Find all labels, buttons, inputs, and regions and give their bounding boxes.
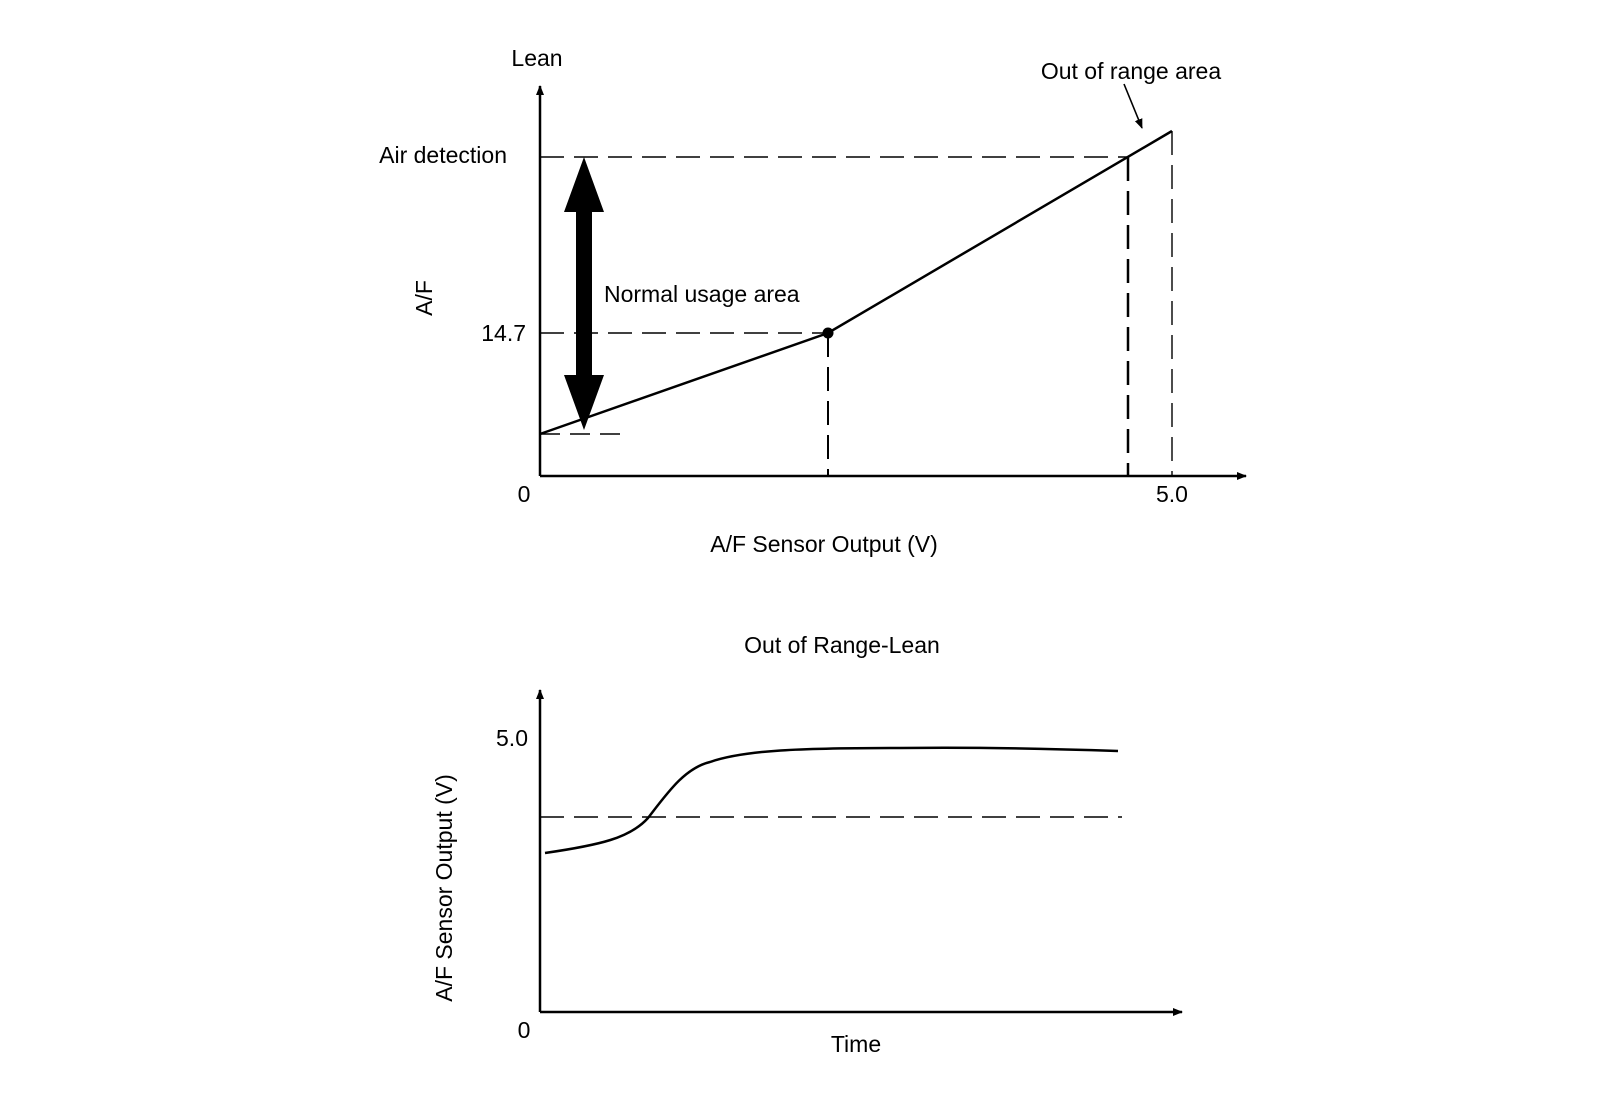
top-x-axis-label: A/F Sensor Output (V) <box>710 531 938 557</box>
bottom-origin-label: 0 <box>518 1017 531 1043</box>
out-of-range-lean-chart: Out of Range-Lean 5.0 A/F Sensor Output … <box>431 632 1183 1057</box>
bottom-y-axis-label: A/F Sensor Output (V) <box>431 774 457 1002</box>
lean-label: Lean <box>511 45 562 71</box>
normal-usage-double-arrow <box>564 157 604 430</box>
bottom-chart-title: Out of Range-Lean <box>744 632 940 658</box>
top-y-axis-label: A/F <box>411 280 437 316</box>
bottom-y-tick-label: 5.0 <box>496 725 528 751</box>
out-of-range-pointer <box>1123 83 1143 129</box>
top-origin-label: 0 <box>518 481 531 507</box>
stoich-point <box>822 327 834 339</box>
air-detection-label: Air detection <box>379 142 507 168</box>
stoich-label: 14.7 <box>481 320 526 346</box>
af-characteristic-chart: Lean Out of range area Air detection Nor… <box>379 45 1247 557</box>
sensor-output-curve <box>544 746 1119 855</box>
out-of-range-label: Out of range area <box>1041 58 1221 84</box>
top-x-tick-label: 5.0 <box>1156 481 1188 507</box>
normal-usage-label: Normal usage area <box>604 281 800 307</box>
bottom-x-axis-label: Time <box>831 1031 881 1057</box>
